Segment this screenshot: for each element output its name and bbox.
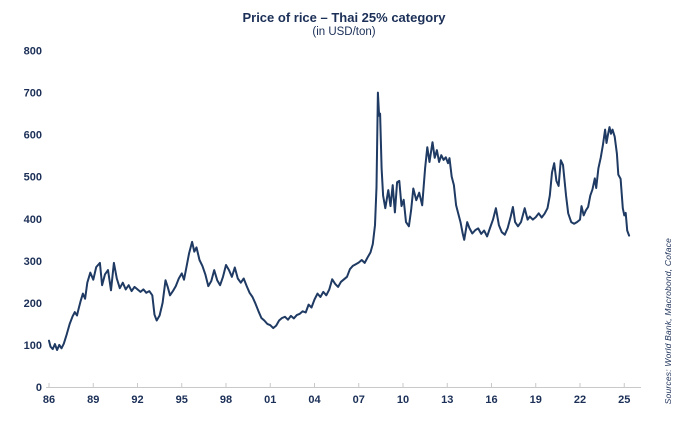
y-tick-label: 300	[24, 256, 42, 268]
y-tick-label: 100	[24, 340, 42, 352]
x-tick-label: 10	[397, 394, 409, 406]
x-tick-label: 19	[530, 394, 542, 406]
x-tick-label: 13	[441, 394, 453, 406]
x-tick-label: 98	[220, 394, 232, 406]
x-tick-label: 25	[618, 394, 630, 406]
y-tick-label: 800	[24, 46, 42, 58]
y-tick-label: 700	[24, 88, 42, 100]
x-tick-label: 86	[43, 394, 55, 406]
y-axis-labels: 0 100 200 300 400 500 600 700 800	[24, 46, 42, 395]
chart-title: Price of rice – Thai 25% category	[242, 10, 446, 25]
x-tick-label: 16	[485, 394, 497, 406]
y-tick-label: 600	[24, 130, 42, 142]
y-tick-label: 400	[24, 214, 42, 226]
price-line-series	[48, 91, 631, 351]
x-axis-labels: 86 89 92 95 98 01 04 07 10 13 16 19 22 25	[43, 394, 631, 406]
x-tick-label: 07	[353, 394, 365, 406]
x-tick-label: 89	[87, 394, 99, 406]
x-tick-label: 01	[264, 394, 276, 406]
y-tick-label: 200	[24, 298, 42, 310]
x-tick-label: 95	[176, 394, 188, 406]
x-tick-label: 04	[308, 394, 321, 406]
source-label: Sources: World Bank, Macrobond, Coface	[663, 237, 673, 404]
chart-subtitle: (in USD/ton)	[312, 26, 376, 38]
x-axis	[46, 383, 641, 388]
x-tick-label: 22	[574, 394, 586, 406]
y-tick-label: 500	[24, 172, 42, 184]
y-tick-label: 0	[36, 382, 42, 394]
x-tick-label: 92	[131, 394, 143, 406]
